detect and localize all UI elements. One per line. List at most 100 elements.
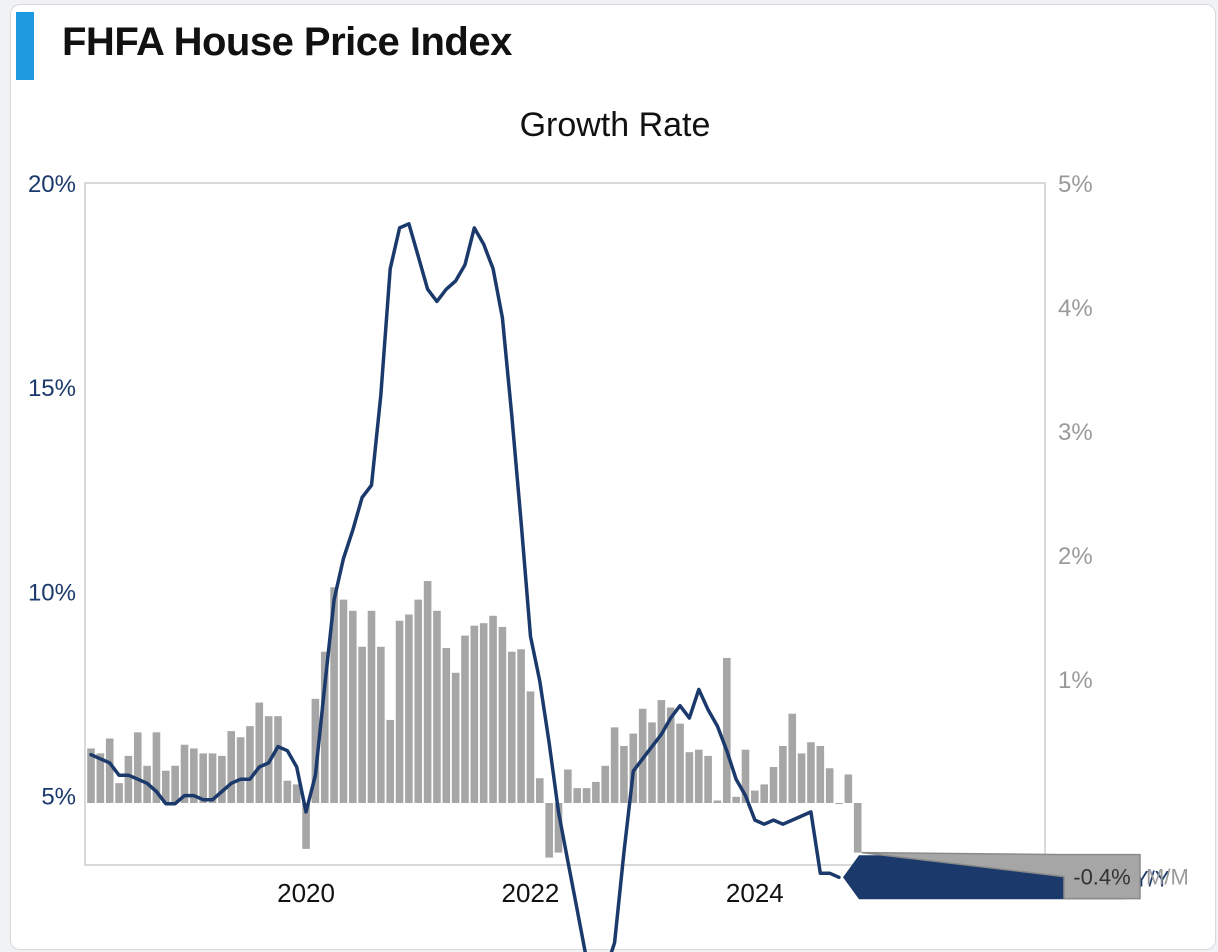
mm-legend-label: M/M (1146, 865, 1189, 890)
mm-bar (498, 626, 507, 803)
left-axis-tick-label: 10% (28, 579, 76, 606)
mm-bar (274, 716, 282, 803)
mm-bar (152, 732, 161, 803)
mm-bar (358, 646, 366, 803)
mm-bar (788, 713, 797, 803)
mm-bar (470, 625, 479, 803)
mm-bar (723, 657, 731, 803)
mm-bar (218, 755, 226, 803)
mm-bar (283, 780, 292, 803)
left-axis-tick-label: 20% (28, 171, 76, 198)
mm-bar (564, 769, 572, 803)
mm-bar (545, 803, 553, 858)
mm-bar (732, 796, 740, 803)
mm-bar (816, 745, 825, 803)
mm-bar (162, 770, 170, 803)
x-axis-tick-label: 2020 (277, 878, 335, 908)
mm-bar (171, 765, 179, 803)
mm-bar (507, 651, 516, 803)
mm-bar (330, 587, 338, 803)
mm-bar (227, 731, 236, 803)
mm-bar (96, 753, 105, 803)
mm-bar (199, 753, 207, 803)
mm-bar (760, 784, 768, 803)
mm-bar (489, 615, 497, 803)
mm-bar (779, 745, 787, 803)
x-axis-tick-label: 2024 (726, 878, 784, 908)
mm-bar (676, 723, 684, 803)
mm-bar (414, 599, 423, 803)
mm-bar (601, 765, 610, 803)
mm-bar (124, 755, 133, 803)
mm-bar (87, 748, 95, 803)
mm-bar (620, 745, 628, 803)
mm-bar (666, 707, 675, 803)
mm-bar (573, 788, 581, 803)
mm-bar (236, 737, 245, 803)
mm-bar (517, 649, 525, 803)
left-axis-tick-label: 15% (28, 375, 76, 402)
mm-end-marker (861, 851, 1141, 900)
mm-bar (797, 753, 806, 803)
mm-bar (377, 646, 385, 803)
mm-bar (592, 781, 600, 803)
mm-bar (451, 672, 460, 803)
mm-bar (853, 803, 862, 853)
mm-bar (386, 719, 394, 803)
mm-bar (610, 727, 619, 803)
title-accent-bar (16, 12, 34, 80)
mm-bar (657, 700, 666, 803)
mm-bar (320, 651, 329, 803)
mm-bar (835, 803, 843, 804)
mm-bar (461, 635, 469, 803)
mm-bar (339, 599, 348, 803)
right-axis-tick-label: 1% (1058, 667, 1093, 694)
left-axis-tick-label: 5% (41, 784, 76, 811)
right-axis-tick-label: 3% (1058, 419, 1093, 446)
mm-bar (367, 610, 376, 803)
right-axis-tick-label: 4% (1058, 295, 1093, 322)
mm-bar (526, 691, 535, 803)
mm-end-value: -0.4% (1073, 865, 1130, 890)
mm-bar (115, 783, 123, 803)
mm-bar (807, 742, 815, 803)
mm-bar (704, 755, 712, 803)
mm-bar (255, 702, 264, 803)
mm-bar (133, 732, 142, 803)
mm-bar (769, 767, 778, 803)
mm-bar (405, 614, 413, 803)
mm-bar (292, 784, 301, 803)
mm-bar (751, 790, 759, 803)
mm-bar (825, 768, 834, 803)
mm-bar (190, 748, 198, 803)
yoy-series-line (89, 222, 841, 952)
right-axis-tick-label: 2% (1058, 543, 1093, 570)
mm-bar (741, 749, 750, 803)
plot-frame (84, 182, 1046, 866)
mm-bar (180, 744, 189, 803)
mm-bar (311, 698, 320, 803)
mm-bar (302, 803, 310, 849)
mm-bar (694, 749, 703, 803)
mm-bar (479, 623, 488, 803)
mm-bar (554, 803, 563, 853)
mm-bar (536, 778, 544, 803)
x-axis-tick-label: 2022 (502, 878, 560, 908)
mm-bar (349, 610, 357, 803)
mm-bar (105, 738, 114, 803)
mm-bar (685, 752, 694, 803)
mm-bar (208, 753, 217, 803)
mm-bar (246, 726, 254, 803)
mm-bar (648, 722, 656, 803)
chart-title: Growth Rate (520, 106, 711, 144)
mm-bar (713, 800, 722, 803)
mm-bar (433, 610, 441, 803)
mm-bar (395, 620, 404, 803)
mm-bar (582, 788, 591, 803)
mm-bar (423, 581, 432, 803)
mm-bar (844, 774, 853, 803)
right-axis-tick-label: 5% (1058, 171, 1093, 198)
mm-bar (442, 648, 451, 803)
page-title: FHFA House Price Index (62, 20, 512, 64)
